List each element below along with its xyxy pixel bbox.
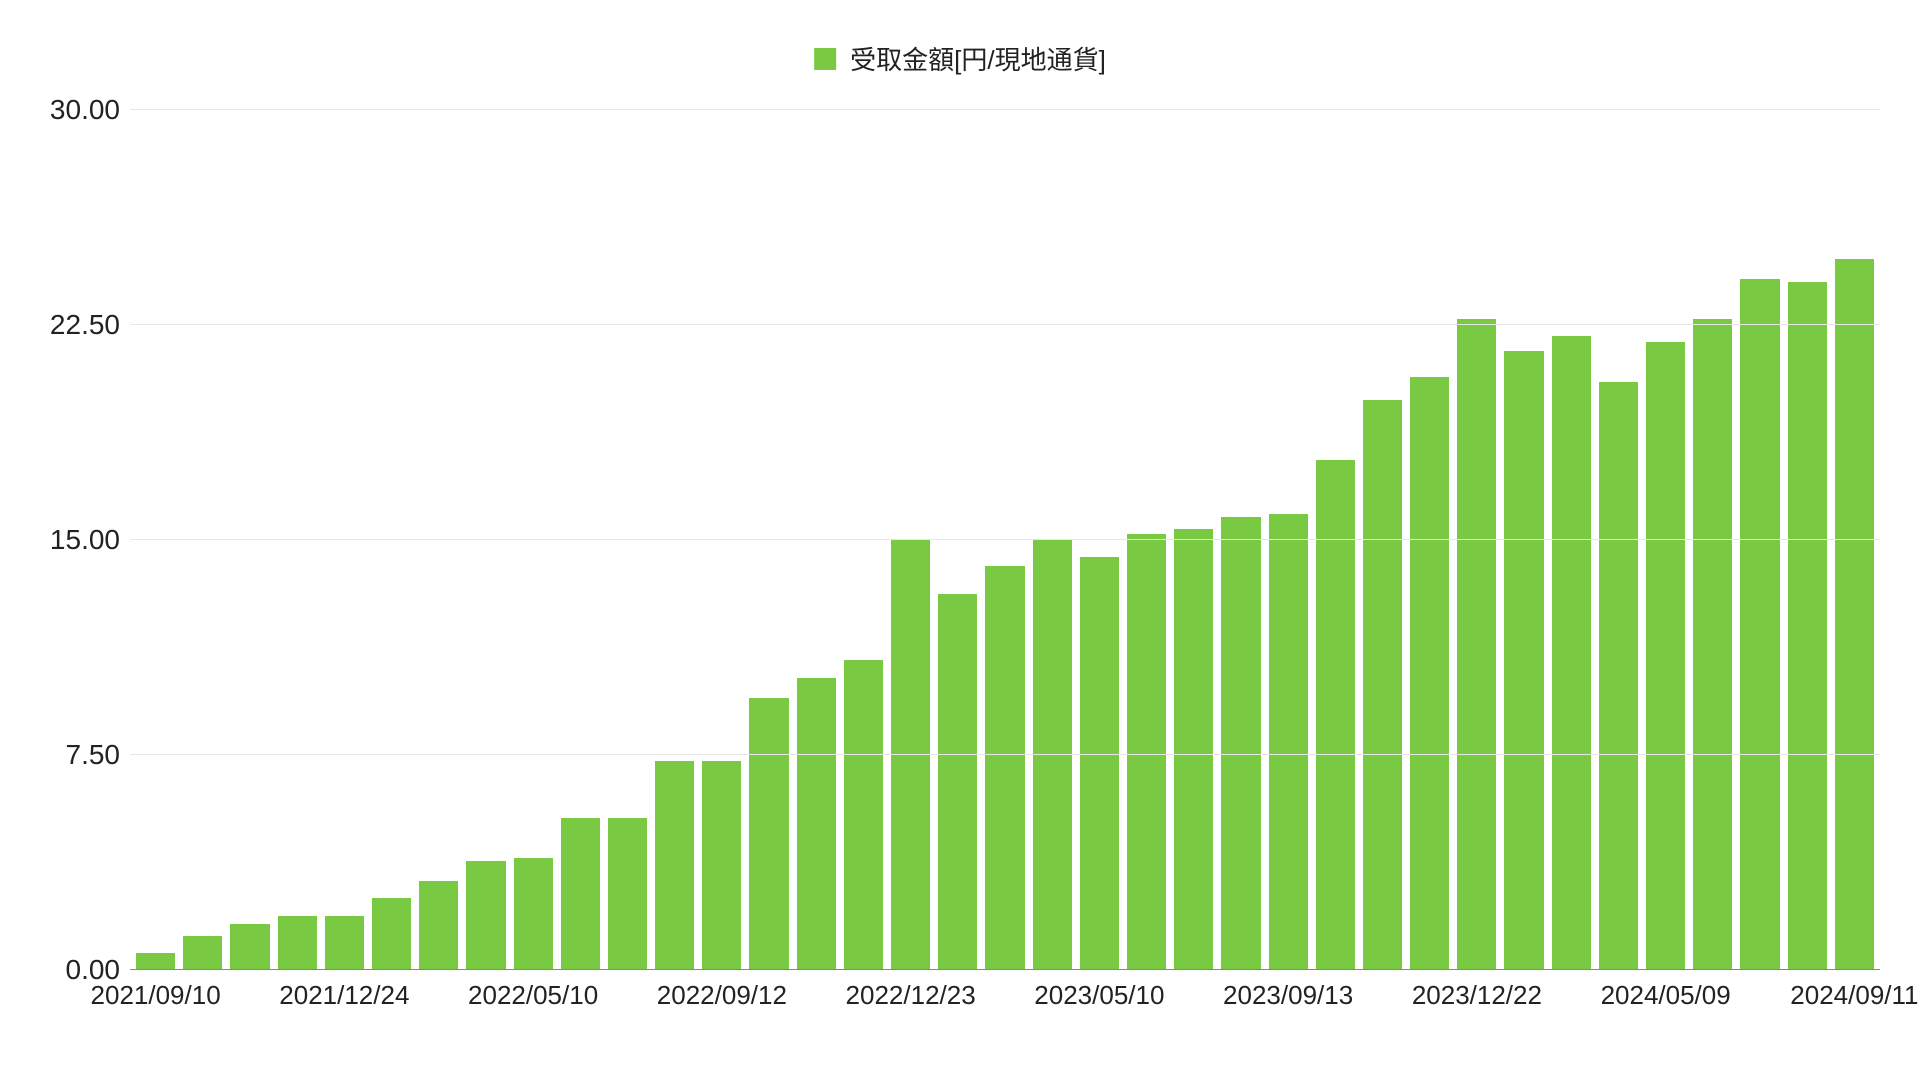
bar: [183, 936, 222, 970]
bar: [1504, 351, 1543, 970]
x-tick-label: 2022/12/23: [846, 980, 976, 1011]
bar: [1174, 529, 1213, 970]
bar: [419, 881, 458, 970]
bar: [372, 898, 411, 970]
bar: [844, 660, 883, 970]
x-tick-label: 2024/05/09: [1601, 980, 1731, 1011]
gridline: [130, 539, 1880, 540]
bar: [797, 678, 836, 970]
y-tick-label: 22.50: [10, 309, 120, 341]
bar: [1835, 259, 1874, 970]
bar: [1740, 279, 1779, 970]
bar: [514, 858, 553, 970]
bar: [655, 761, 694, 970]
bar: [1316, 460, 1355, 970]
bar: [1788, 282, 1827, 970]
y-tick-label: 30.00: [10, 94, 120, 126]
bar: [278, 916, 317, 970]
y-tick-label: 7.50: [10, 739, 120, 771]
x-tick-label: 2023/09/13: [1223, 980, 1353, 1011]
bar: [1552, 336, 1591, 970]
x-tick-label: 2023/12/22: [1412, 980, 1542, 1011]
bar: [1599, 382, 1638, 970]
legend: 受取金額[円/現地通貨]: [814, 40, 1106, 77]
bar: [1080, 557, 1119, 970]
gridline: [130, 324, 1880, 325]
bar: [466, 861, 505, 970]
bar: [1127, 534, 1166, 970]
bar: [985, 566, 1024, 970]
gridline: [130, 109, 1880, 110]
bar: [1033, 540, 1072, 970]
x-tick-label: 2023/05/10: [1034, 980, 1164, 1011]
bars-group: [130, 110, 1880, 970]
bar: [1363, 400, 1402, 970]
bar: [938, 594, 977, 970]
bar: [1221, 517, 1260, 970]
bar: [325, 916, 364, 970]
x-axis-labels: 2021/09/102021/12/242022/05/102022/09/12…: [130, 980, 1880, 1020]
x-tick-label: 2022/05/10: [468, 980, 598, 1011]
gridline: [130, 754, 1880, 755]
bar: [1410, 377, 1449, 970]
bar: [1269, 514, 1308, 970]
x-tick-label: 2021/09/10: [91, 980, 221, 1011]
x-axis-line: [130, 969, 1880, 970]
bar: [230, 924, 269, 970]
bar: [1457, 319, 1496, 970]
bar: [749, 698, 788, 970]
x-tick-label: 2024/09/11: [1790, 980, 1918, 1011]
legend-label: 受取金額[円/現地通貨]: [850, 40, 1106, 77]
bar: [891, 540, 930, 970]
bar: [608, 818, 647, 970]
legend-swatch: [814, 48, 836, 70]
bar: [702, 761, 741, 970]
x-tick-label: 2022/09/12: [657, 980, 787, 1011]
plot-area: [130, 110, 1880, 970]
x-tick-label: 2021/12/24: [279, 980, 409, 1011]
y-tick-label: 15.00: [10, 524, 120, 556]
bar: [136, 953, 175, 970]
chart-container: 受取金額[円/現地通貨] 0.007.5015.0022.5030.00 202…: [0, 0, 1920, 1080]
bar: [561, 818, 600, 970]
bar: [1646, 342, 1685, 970]
bar: [1693, 319, 1732, 970]
